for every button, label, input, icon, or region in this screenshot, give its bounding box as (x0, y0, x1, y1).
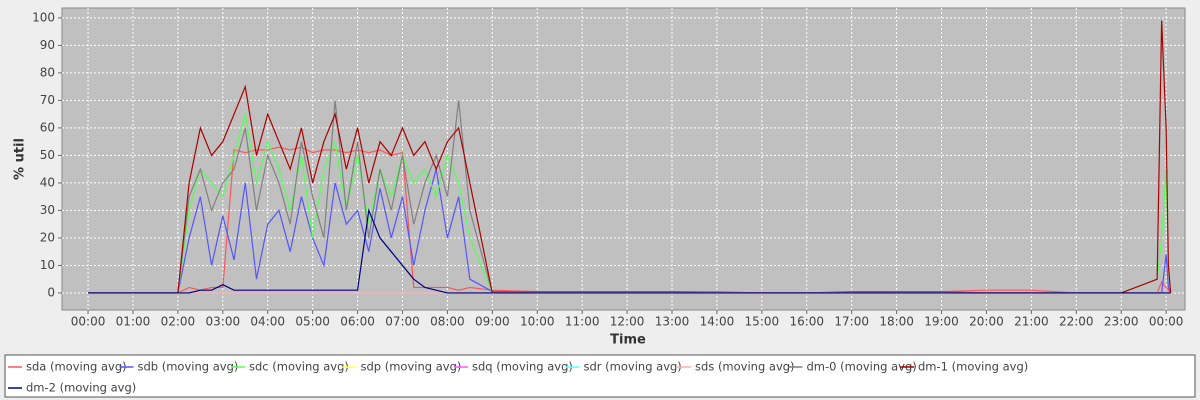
x-tick-label: 05:00 (295, 315, 330, 329)
x-tick-label: 00:00 (1149, 315, 1184, 329)
legend-label: sdb (moving avg) (138, 360, 239, 374)
x-tick-label: 23:00 (1104, 315, 1139, 329)
y-tick-label: 10 (40, 258, 55, 272)
y-tick-label: 70 (40, 93, 55, 107)
legend-label: dm-1 (moving avg) (918, 360, 1028, 374)
x-tick-label: 22:00 (1059, 315, 1094, 329)
y-axis-title: % util (13, 138, 28, 180)
y-tick-label: 30 (40, 203, 55, 217)
x-tick-label: 09:00 (475, 315, 510, 329)
x-tick-label: 16:00 (789, 315, 824, 329)
y-tick-label: 100 (32, 10, 55, 24)
x-tick-label: 11:00 (565, 315, 600, 329)
legend-label: sdr (moving avg) (584, 360, 682, 374)
y-tick-label: 40 (40, 175, 55, 189)
legend-label: dm-2 (moving avg) (26, 381, 136, 395)
legend-label: dm-0 (moving avg) (807, 360, 917, 374)
series-line (88, 208, 1171, 294)
legend-label: sdc (moving avg) (249, 360, 349, 374)
legend-label: sdp (moving avg) (361, 360, 462, 374)
x-tick-label: 00:00 (71, 315, 106, 329)
legend-label: sds (moving avg) (695, 360, 795, 374)
x-tick-label: 02:00 (161, 315, 196, 329)
legend-label: sdq (moving avg) (472, 360, 573, 374)
x-tick-label: 21:00 (1014, 315, 1049, 329)
x-tick-label: 18:00 (879, 315, 914, 329)
x-tick-label: 19:00 (924, 315, 959, 329)
x-tick-label: 01:00 (116, 315, 151, 329)
y-tick-label: 50 (40, 148, 55, 162)
x-tick-label: 06:00 (340, 315, 375, 329)
y-tick-label: 90 (40, 38, 55, 52)
x-tick-label: 12:00 (610, 315, 645, 329)
x-tick-label: 10:00 (520, 315, 555, 329)
x-tick-label: 14:00 (700, 315, 735, 329)
legend-label: sda (moving avg) (26, 360, 127, 374)
x-tick-label: 07:00 (385, 315, 420, 329)
x-tick-label: 03:00 (206, 315, 241, 329)
y-tick-label: 0 (47, 285, 55, 299)
x-tick-label: 15:00 (745, 315, 780, 329)
y-tick-label: 60 (40, 120, 55, 134)
x-tick-label: 20:00 (969, 315, 1004, 329)
legend-box (4, 354, 1196, 398)
x-tick-label: 13:00 (655, 315, 690, 329)
x-tick-label: 04:00 (250, 315, 285, 329)
x-tick-label: 08:00 (430, 315, 465, 329)
x-axis-title: Time (610, 333, 646, 348)
y-tick-label: 80 (40, 65, 55, 79)
plot-area (61, 7, 1186, 311)
y-tick-label: 20 (40, 230, 55, 244)
x-tick-label: 17:00 (834, 315, 869, 329)
